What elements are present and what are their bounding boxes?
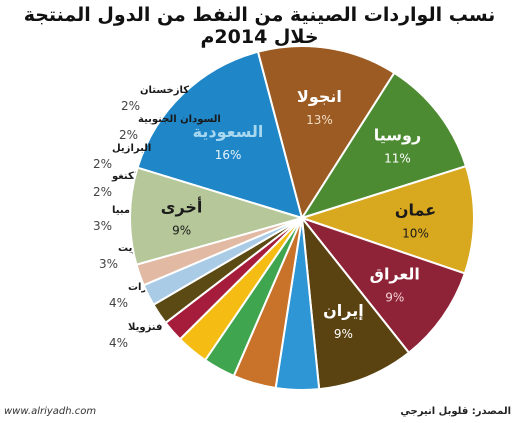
pie-slice: [298, 164, 475, 275]
slice-label: عمان: [395, 200, 436, 219]
slice-value-label: 9%: [385, 290, 404, 304]
slice-value-label: 2%: [119, 128, 138, 142]
slice-label: العراق: [370, 264, 420, 283]
pie-slice: [136, 50, 304, 220]
pie-slice: [299, 71, 468, 220]
slice-value-label: 3%: [99, 257, 118, 271]
slice-value-label: 2%: [93, 157, 112, 171]
slice-label: السودان الجنوبية: [138, 114, 221, 125]
slice-label: انجولا: [297, 87, 342, 106]
watermark: www.alriyadh.com: [4, 406, 97, 417]
pie-slice: [129, 166, 306, 266]
slice-value-label: 2%: [121, 99, 140, 113]
slice-label: الكنغو: [111, 171, 141, 182]
source-note: المصدر: قلوبل انيرجي: [400, 406, 511, 417]
slice-label: السعودية: [193, 122, 264, 141]
slice-label: إيران: [323, 301, 364, 320]
slice-label: أخرى: [161, 197, 203, 217]
slice-value-label: 9%: [334, 327, 353, 341]
slice-value-label: 9%: [172, 224, 191, 238]
slice-value-label: 3%: [93, 219, 112, 233]
slice-label: البرازيل: [112, 143, 151, 154]
slice-value-label: 16%: [215, 148, 242, 162]
slice-value-label: 10%: [402, 226, 429, 240]
chart-title: نسب الواردات الصينية من النفط من الدول ا…: [23, 4, 496, 48]
pie-slice: [256, 45, 396, 221]
slice-label: فنزويلا: [128, 322, 162, 333]
slice-label: روسيا: [374, 126, 421, 145]
slice-value-label: 11%: [384, 152, 411, 166]
slice-label: كازخستان: [140, 85, 189, 96]
slice-value-label: 4%: [109, 296, 128, 310]
slice-value-label: 13%: [306, 113, 333, 127]
pie-slice: [299, 215, 467, 355]
pie-slice: [300, 214, 411, 391]
slice-value-label: 4%: [109, 336, 128, 350]
slice-value-label: 2%: [93, 185, 112, 199]
